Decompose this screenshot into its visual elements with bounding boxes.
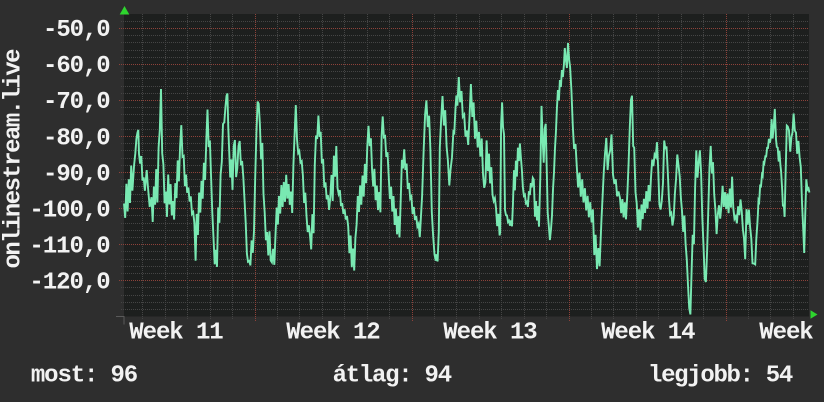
svg-text:-110,0: -110,0 [29,234,110,261]
svg-text:Week 11: Week 11 [129,320,223,347]
svg-text:-90,0: -90,0 [43,161,111,188]
svg-text:onlinestream.live: onlinestream.live [1,49,28,269]
svg-text:-60,0: -60,0 [43,53,111,80]
svg-text:Week 14: Week 14 [601,320,695,347]
svg-text:Week 13: Week 13 [443,320,537,347]
svg-text:-80,0: -80,0 [43,125,111,152]
svg-text:Week 15: Week 15 [759,320,824,347]
svg-text:-50,0: -50,0 [43,17,111,44]
svg-text:-70,0: -70,0 [43,89,111,116]
svg-text:Week 12: Week 12 [286,320,380,347]
svg-text:átlag: 94: átlag: 94 [333,363,453,390]
svg-text:-120,0: -120,0 [29,270,110,297]
svg-text:-100,0: -100,0 [29,197,110,224]
svg-text:legjobb: 54: legjobb: 54 [648,363,793,390]
svg-text:most: 96: most: 96 [31,363,138,390]
